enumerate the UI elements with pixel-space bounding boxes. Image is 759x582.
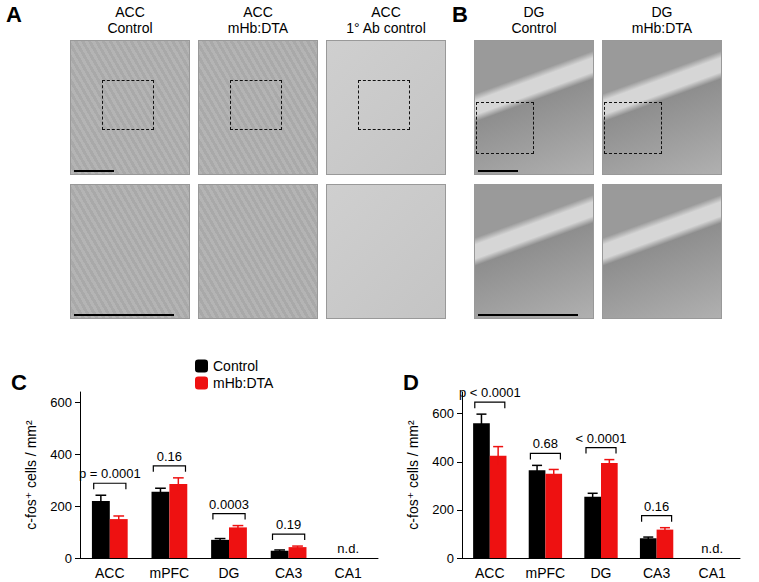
html-text:ACC: ACC [371,4,401,20]
svg-text:0: 0 [65,551,72,566]
html-text:ACC: ACC [115,4,145,20]
svg-text:400: 400 [432,454,454,469]
svg-text:0.19: 0.19 [276,517,301,532]
html-text:1° Ab control: 1° Ab control [346,20,426,36]
svg-text:0.16: 0.16 [157,449,182,464]
svg-text:CA3: CA3 [275,565,302,581]
svg-text:0.16: 0.16 [644,499,669,514]
svg-text:200: 200 [432,502,454,517]
svg-text:0.68: 0.68 [533,436,558,451]
svg-text:p < 0.0001: p < 0.0001 [459,385,521,400]
svg-text:< 0.0001: < 0.0001 [576,431,627,446]
svg-text:p = 0.0001: p = 0.0001 [79,466,141,481]
svg-text:0: 0 [447,551,454,566]
svg-text:D: D [403,370,419,395]
svg-text:mPFC: mPFC [526,565,566,581]
html-text:Control: Control [107,20,153,36]
html-text:mHb:DTA: mHb:DTA [227,20,289,36]
svg-text:Control: Control [213,358,258,374]
svg-text:mHb:DTA: mHb:DTA [213,375,274,391]
svg-text:CA1: CA1 [699,565,726,581]
svg-text:DG: DG [591,565,612,581]
html-text:DG: DG [651,4,673,20]
svg-text:600: 600 [432,406,454,421]
svg-text:mPFC: mPFC [150,565,190,581]
svg-text:400: 400 [50,447,72,462]
svg-text:n.d.: n.d. [337,541,359,556]
svg-text:C: C [11,370,27,395]
html-text:mHb:DTA: mHb:DTA [631,20,693,36]
svg-text:ACC: ACC [475,565,505,581]
html-text:A: A [6,2,22,27]
html-text:B: B [452,2,468,27]
svg-text:0.0003: 0.0003 [209,497,249,512]
svg-text:c-fos⁺ cells / mm²: c-fos⁺ cells / mm² [405,420,421,530]
svg-text:CA1: CA1 [335,565,362,581]
svg-text:ACC: ACC [95,565,125,581]
svg-text:200: 200 [50,499,72,514]
svg-text:CA3: CA3 [643,565,670,581]
svg-text:c-fos⁺ cells / mm²: c-fos⁺ cells / mm² [23,420,39,530]
svg-text:DG: DG [219,565,240,581]
html-text:ACC: ACC [243,4,273,20]
html-text:Control: Control [511,20,557,36]
svg-text:n.d.: n.d. [701,541,723,556]
svg-text:600: 600 [50,395,72,410]
html-text:DG: DG [523,4,545,20]
